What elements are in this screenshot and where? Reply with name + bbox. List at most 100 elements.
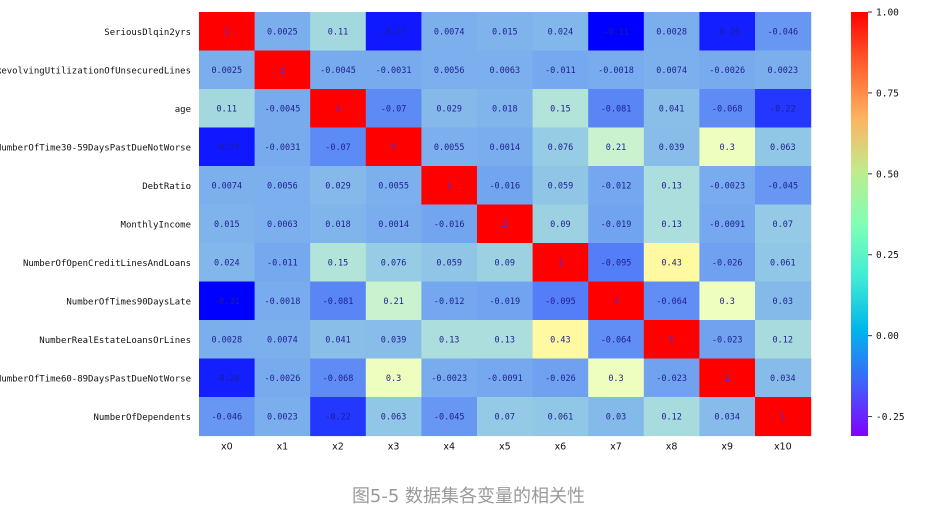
row-tick-label: MonthlyIncome	[121, 220, 191, 230]
cell-value-label: 0.039	[381, 335, 407, 345]
heatmap-cell	[588, 166, 645, 206]
cell-value-label: 0.024	[214, 258, 240, 268]
cell-value-label: 1	[780, 412, 785, 422]
heatmap-cell	[421, 12, 478, 52]
heatmap-cell	[755, 166, 812, 206]
heatmap-cell	[588, 281, 645, 321]
cell-value-label: 0.0074	[656, 66, 687, 76]
heatmap-cell	[477, 281, 534, 321]
cell-value-label: 0.0028	[656, 27, 687, 37]
heatmap-cell	[588, 12, 645, 52]
heatmap-cell	[310, 320, 367, 360]
colorbar-tick-label: 0.50	[876, 169, 899, 180]
heatmap-figure: 1 0.0025 0.11 -0.27 0.0074 0.015 0.024 -0.31 0.0…	[0, 8, 905, 453]
heatmap-cell	[199, 50, 256, 90]
heatmap-cell	[532, 397, 589, 437]
heatmap-cell	[365, 89, 422, 129]
cell-value-label: 0.15	[550, 104, 570, 114]
cell-value-label: -0.0045	[264, 104, 300, 114]
heatmap-cell	[755, 50, 812, 90]
cell-value-label: 0.12	[661, 412, 681, 422]
heatmap-cell	[365, 320, 422, 360]
cell-value-label: 0.063	[381, 412, 407, 422]
cell-value-label: 0.0074	[434, 27, 465, 37]
heatmap-cell	[643, 127, 700, 167]
cell-value-label: -0.012	[434, 297, 465, 307]
cell-value-label: -0.0031	[376, 66, 412, 76]
heatmap-cell	[199, 281, 256, 321]
heatmap-cell	[254, 397, 311, 437]
heatmap-cell	[199, 127, 256, 167]
cell-value-label: -0.0026	[709, 66, 745, 76]
heatmap-cell	[477, 397, 534, 437]
heatmap-cell	[532, 89, 589, 129]
cell-value-label: 0.0056	[267, 181, 298, 191]
cell-value-label: 1	[224, 27, 229, 37]
cell-value-label: 0.21	[606, 143, 626, 153]
row-tick-label: RevolvingUtilizationOfUnsecuredLines	[0, 66, 191, 76]
cell-value-label: 0.0025	[267, 27, 298, 37]
heatmap-cell	[310, 243, 367, 283]
heatmap-cell	[643, 397, 700, 437]
heatmap-cell	[755, 281, 812, 321]
heatmap-cell	[365, 12, 422, 52]
cell-value-label: 0.43	[661, 258, 681, 268]
row-tick-labels: SeriousDlqin2yrs RevolvingUtilizationOfUn…	[0, 28, 191, 423]
heatmap-cell	[699, 166, 756, 206]
heatmap-cell	[643, 12, 700, 52]
row-tick-label: NumberOfTime30-59DaysPastDueNotWorse	[0, 143, 191, 153]
cell-value-label: -0.026	[712, 258, 743, 268]
cell-value-label: 0.059	[436, 258, 462, 268]
cell-value-label: -0.07	[381, 104, 407, 114]
cell-value-label: -0.27	[214, 143, 240, 153]
cell-value-label: -0.081	[601, 104, 632, 114]
heatmap-cell	[365, 204, 422, 244]
cell-value-label: -0.0018	[598, 66, 634, 76]
row-tick-label: NumberOfDependents	[93, 413, 191, 423]
heatmap-cell	[310, 12, 367, 52]
heatmap-cell	[421, 127, 478, 167]
heatmap-cell	[477, 127, 534, 167]
heatmap-cell	[532, 243, 589, 283]
heatmap-cell	[477, 89, 534, 129]
heatmap-cell	[755, 127, 812, 167]
heatmap-cell	[254, 50, 311, 90]
heatmap-cell	[532, 320, 589, 360]
heatmap-cell	[588, 320, 645, 360]
cell-value-label: -0.023	[656, 374, 687, 384]
cell-value-label: -0.026	[545, 374, 576, 384]
heatmap-cell	[310, 281, 367, 321]
cell-value-label: 0.0023	[767, 66, 798, 76]
heatmap-cells	[199, 12, 812, 437]
cell-value-label: 0.034	[770, 374, 796, 384]
heatmap-cell	[643, 166, 700, 206]
cell-value-label: -0.081	[323, 297, 354, 307]
heatmap-cell	[199, 166, 256, 206]
cell-value-label: 0.0063	[489, 66, 520, 76]
cell-value-label: -0.07	[325, 143, 351, 153]
col-tick-label: x0	[221, 442, 233, 453]
col-tick-label: x8	[666, 442, 678, 453]
cell-value-label: 0.07	[495, 412, 515, 422]
cell-value-label: 1	[613, 297, 618, 307]
cell-value-label: 0.076	[548, 143, 574, 153]
heatmap-cell	[199, 243, 256, 283]
colorbar	[851, 12, 868, 436]
heatmap-cell	[477, 50, 534, 90]
heatmap-cell	[310, 358, 367, 398]
cell-value-label: -0.011	[545, 66, 576, 76]
cell-value-label: -0.016	[489, 181, 520, 191]
heatmap-cell	[755, 397, 812, 437]
heatmap-cell	[254, 281, 311, 321]
heatmap-cell	[477, 358, 534, 398]
cell-value-label: -0.095	[601, 258, 632, 268]
heatmap-cell	[254, 320, 311, 360]
cell-value-label: -0.0031	[264, 143, 300, 153]
heatmap-cell	[643, 281, 700, 321]
cell-value-label: -0.046	[211, 412, 242, 422]
cell-value-label: -0.023	[712, 335, 743, 345]
cell-value-label: 0.0074	[267, 335, 298, 345]
colorbar-tick-label: 0.00	[876, 331, 899, 342]
cell-value-label: 0.041	[659, 104, 685, 114]
cell-value-label: 0.43	[550, 335, 570, 345]
